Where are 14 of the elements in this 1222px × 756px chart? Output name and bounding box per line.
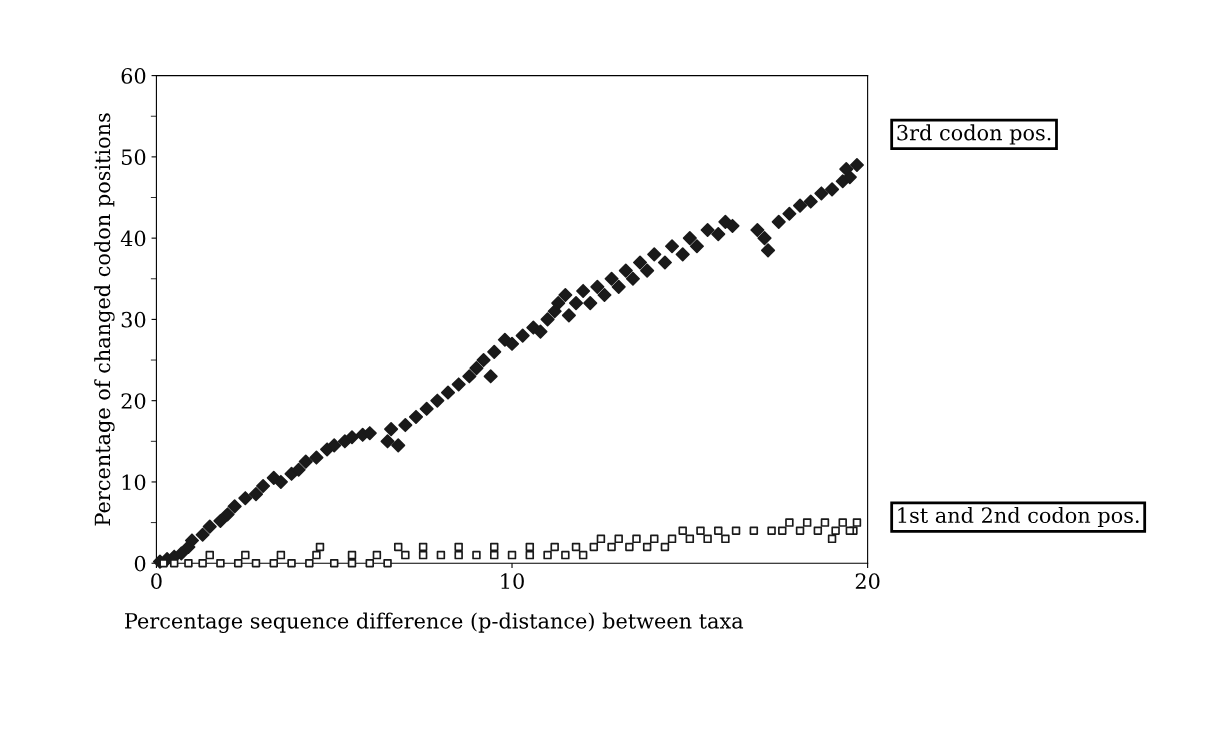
y-tick-label: 30 bbox=[121, 311, 146, 328]
x-tick-label: 0 bbox=[151, 573, 162, 590]
y-tick-label: 60 bbox=[121, 68, 146, 84]
y-axis-title: Percentage of changed codon positions bbox=[94, 113, 115, 526]
y-tick-label: 10 bbox=[122, 474, 146, 491]
x-axis-title: Percentage sequence difference (p-distance) between taxa bbox=[125, 612, 744, 634]
annotation: 3rd codon pos. bbox=[897, 124, 1051, 145]
y-tick-label: 40 bbox=[120, 230, 146, 247]
x-tick-label: 10 bbox=[501, 573, 524, 590]
annotation: 1st and 2nd codon pos. bbox=[898, 506, 1139, 528]
y-tick-label: 20 bbox=[121, 393, 146, 409]
y-tick-label: 50 bbox=[121, 149, 146, 166]
y-tick-label: 0 bbox=[134, 555, 146, 572]
x-tick-label: 20 bbox=[855, 573, 880, 590]
